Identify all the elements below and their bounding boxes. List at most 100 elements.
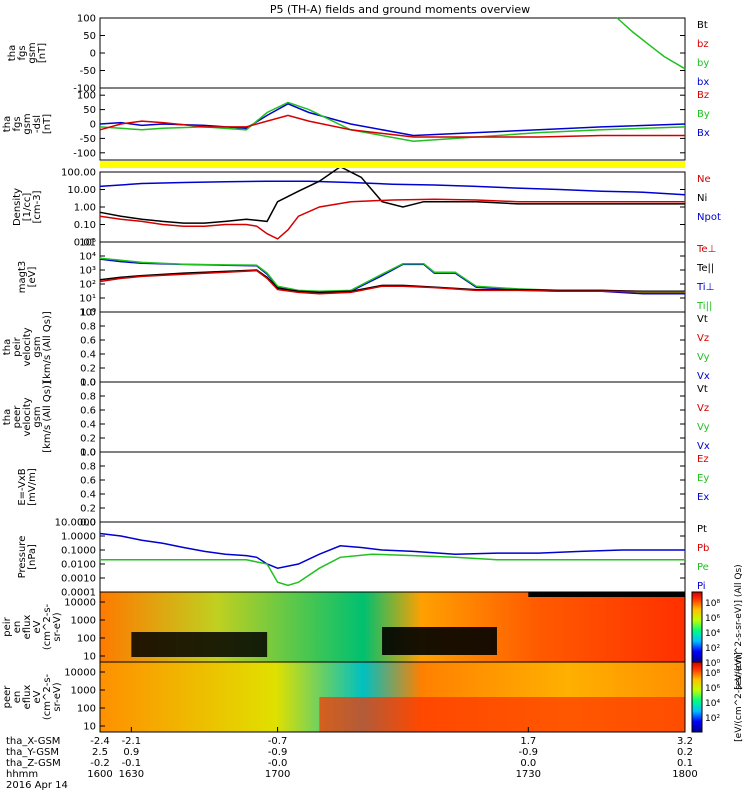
- y-tick-label: 0.01: [74, 238, 96, 249]
- y-tick-label: 0.8: [80, 322, 96, 333]
- y-tick-label: 10000: [64, 598, 96, 609]
- legend-entry: Te||: [696, 263, 714, 274]
- y-axis-label: Density[1/cc][cm-3]: [12, 188, 43, 226]
- panel-elec-velocity: 1.0 0.8 0.6 0.4 0.2 0.0 thapeervelocitygsm[km/…: [2, 378, 710, 459]
- legend-entry: Pb: [697, 543, 709, 554]
- legend-entry: Vx: [697, 371, 710, 382]
- panel-frame: [99, 311, 686, 383]
- y-tick-label: 100: [77, 704, 96, 715]
- y-tick-label: 100: [77, 14, 96, 25]
- legend-entry: Bt: [697, 20, 708, 31]
- y-tick-label: -100: [73, 148, 96, 159]
- panel-efield: 1.0 0.8 0.6 0.4 0.2 0.0 E=-VxB[mV/m] Ez Ey Ex: [17, 448, 709, 529]
- legend-entry: Vx: [697, 441, 710, 452]
- colorbar-tick-label: 10⁰: [705, 659, 720, 669]
- x-row-label: tha_X-GSM: [6, 736, 60, 747]
- y-tick-label: 10²: [79, 280, 96, 291]
- y-tick-label: 10⁰: [79, 308, 96, 319]
- series-line-Npot: [99, 180, 686, 196]
- x-row-label: tha_Z-GSM: [6, 758, 61, 769]
- x-tick-label: -0.9: [268, 747, 288, 758]
- x-tick-label: 0.1: [677, 758, 693, 769]
- legend-entry: by: [697, 58, 709, 69]
- colorbar-tick-label: 10⁶: [705, 684, 720, 694]
- y-tick-label: 1.0: [80, 378, 96, 389]
- panel-frame: [99, 451, 686, 523]
- y-axis-label: magt3[eV]: [17, 261, 38, 294]
- x-tick-label: -0.0: [268, 758, 288, 769]
- y-tick-label: 0.8: [80, 462, 96, 473]
- panel-frame: [99, 241, 686, 313]
- y-tick-label: 50: [83, 31, 96, 42]
- y-axis-label: Pressure[nPa]: [17, 536, 38, 579]
- x-tick-label: -0.2: [90, 758, 110, 769]
- y-tick-label: 10³: [79, 266, 96, 277]
- panel-frame: [99, 521, 686, 593]
- y-tick-label: 0.6: [80, 406, 96, 417]
- colorbar-tick-label: 10⁴: [705, 699, 720, 709]
- y-tick-label: 0.4: [80, 350, 96, 361]
- y-tick-label: 10⁴: [79, 252, 96, 263]
- y-tick-label: 10: [83, 652, 96, 663]
- legend-entry: Te⊥: [696, 244, 716, 255]
- legend-entry: Ey: [697, 473, 709, 484]
- colorbar-tick-label: 10²: [705, 644, 720, 654]
- series-line-bt: [616, 17, 686, 70]
- x-tick-label: 1800: [672, 769, 697, 780]
- y-tick-label: 10.0000: [55, 518, 96, 529]
- y-tick-label: 50: [83, 105, 96, 116]
- x-tick-label: 1730: [516, 769, 541, 780]
- x-tick-label: 1700: [265, 769, 290, 780]
- legend-entry: Ne: [697, 174, 711, 185]
- legend-entry: Bz: [697, 90, 709, 101]
- y-axis-label: thafgsgsm[nT]: [7, 42, 48, 63]
- colorbar-tick-label: 10⁸: [705, 669, 720, 679]
- x-tick-label: -2.1: [122, 736, 142, 747]
- series-line-By: [99, 101, 686, 143]
- y-tick-label: 0.0: [80, 378, 96, 389]
- legend-entry: Vz: [697, 333, 709, 344]
- y-tick-label: 10: [83, 722, 96, 733]
- panel-frame: [99, 381, 686, 453]
- y-tick-label: 0: [90, 120, 96, 131]
- y-tick-label: 0.0: [80, 448, 96, 459]
- y-tick-label: 0.0010: [61, 574, 96, 585]
- y-axis-label: thapeirvelocitygsm[km/s (All Qs)]: [2, 311, 53, 383]
- y-tick-label: 0.2: [80, 364, 96, 375]
- series-line-Bx: [99, 102, 686, 137]
- legend-entry: Vt: [697, 384, 708, 395]
- x-tick-label: 1630: [119, 769, 144, 780]
- legend-entry: Pt: [697, 524, 707, 535]
- colorbar: [691, 661, 703, 733]
- legend-entry: Vy: [697, 422, 710, 433]
- y-tick-label: 1.0: [80, 448, 96, 459]
- y-tick-label: 0: [90, 49, 96, 60]
- y-tick-label: 0.0001: [61, 588, 96, 599]
- panel-frame: [99, 661, 686, 733]
- y-tick-label: 10⁵: [79, 238, 96, 249]
- y-tick-label: 0.1000: [61, 546, 96, 557]
- series-line-Ne: [99, 198, 685, 240]
- colorbar-label: [eV/(cm^2-s-sr-eV)] (All Qs): [734, 564, 744, 689]
- y-tick-label: 0.4: [80, 420, 96, 431]
- spectrogram-gap: [382, 627, 497, 655]
- y-tick-label: 100: [77, 634, 96, 645]
- colorbar-tick-label: 10⁶: [705, 614, 720, 624]
- legend-entry: Vt: [697, 314, 708, 325]
- legend-entry: bz: [697, 39, 709, 50]
- y-tick-label: 0.8: [80, 392, 96, 403]
- y-tick-label: 0.6: [80, 476, 96, 487]
- spectrogram-ion-eflux: 10000 1000 100 10 thapeirenefluxeV(cm^2-s-sr…: [0, 564, 744, 689]
- y-tick-label: -50: [80, 134, 96, 145]
- y-tick-label: 1.0000: [61, 532, 96, 543]
- spectrogram-gap: [131, 632, 268, 657]
- legend-entry: Ti⊥: [696, 282, 714, 293]
- y-tick-label: 10.00: [67, 185, 96, 196]
- x-tick-label: 1.7: [520, 736, 536, 747]
- panel-frame: [99, 87, 686, 161]
- legend-entry: By: [697, 109, 710, 120]
- y-tick-label: 0.0100: [61, 560, 96, 571]
- legend-entry: Vy: [697, 352, 710, 363]
- legend-entry: Ex: [697, 492, 709, 503]
- x-tick-label: -0.9: [519, 747, 539, 758]
